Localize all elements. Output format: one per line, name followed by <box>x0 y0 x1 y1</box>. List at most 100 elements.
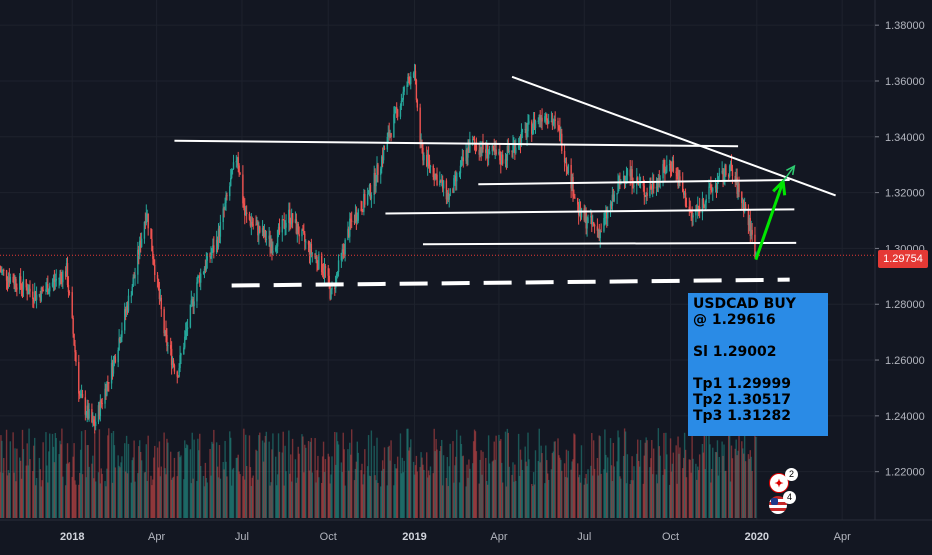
candle-body <box>203 268 206 273</box>
volume-bar <box>16 448 18 518</box>
candle-body <box>224 202 226 210</box>
volume-bar <box>492 460 495 518</box>
candle-body <box>493 148 495 153</box>
candle-body <box>215 239 218 253</box>
candle-body <box>204 268 207 270</box>
candle-body <box>33 298 35 302</box>
candle-body <box>724 165 726 178</box>
candle-body <box>5 270 8 281</box>
candle-body <box>250 221 253 226</box>
volume-bar <box>334 431 336 518</box>
candle-body <box>368 185 371 191</box>
volume-bar <box>314 438 316 518</box>
event-count-badge: 4 <box>783 491 796 504</box>
canada-flag-icon[interactable]: ✦ <box>769 473 789 493</box>
volume-bar <box>633 466 635 518</box>
candle-body <box>744 204 747 210</box>
volume-bar <box>196 480 198 518</box>
volume-bar <box>466 464 468 518</box>
volume-bar <box>638 466 641 518</box>
projection-arrow-shaft <box>782 165 795 182</box>
candle-body <box>212 245 214 252</box>
candle-body <box>468 146 470 153</box>
candle-body <box>67 285 70 292</box>
volume-bar <box>382 468 385 518</box>
candle-body <box>25 279 27 288</box>
volume-bar <box>199 465 202 518</box>
candle-body <box>498 151 500 155</box>
volume-bar <box>113 445 116 518</box>
candle-body <box>611 194 614 206</box>
volume-bar <box>376 437 378 518</box>
candle-body <box>298 234 300 237</box>
volume-bar <box>689 459 691 518</box>
volume-bar <box>236 457 238 518</box>
volume-bar <box>362 484 364 518</box>
drawings[interactable] <box>0 75 875 288</box>
candle-body <box>3 269 5 271</box>
volume-bar <box>130 482 132 518</box>
candle-body <box>545 113 547 117</box>
candle-body <box>399 105 402 117</box>
volume-bar <box>93 478 95 518</box>
candle-body <box>426 154 428 167</box>
candle-body <box>540 117 542 121</box>
candle-body <box>441 179 443 182</box>
candle-body <box>62 271 64 283</box>
volume-bar <box>164 468 166 518</box>
time-axis[interactable]: 2018 Apr Jul Oct 2019 Apr Jul Oct 2020 Apr <box>0 519 932 543</box>
volume-bar <box>666 454 668 518</box>
price-axis[interactable]: 1.380001.360001.340001.320001.300001.280… <box>874 0 925 520</box>
volume-bar <box>204 462 207 518</box>
candle-body <box>291 213 294 223</box>
volume-bar <box>348 470 350 518</box>
volume-bar <box>688 459 691 518</box>
volume-bar <box>308 470 311 518</box>
volume-bar <box>677 436 679 518</box>
candle-body <box>486 144 488 153</box>
volume-bar <box>73 443 75 518</box>
volume-bar <box>283 485 285 518</box>
volume-bar <box>295 482 298 518</box>
us-flag-icon[interactable] <box>769 496 787 514</box>
candle-body <box>701 198 704 214</box>
volume-bar <box>499 440 501 518</box>
volume-bar <box>158 441 161 518</box>
volume-bar <box>178 451 180 518</box>
candle-body <box>179 355 181 369</box>
volume-bar <box>277 433 280 518</box>
volume-bar <box>515 480 517 518</box>
volume-bar <box>66 443 69 518</box>
candle-body <box>289 209 291 224</box>
candle-body <box>441 179 444 189</box>
volume-bar <box>747 454 750 518</box>
volume-bar <box>584 478 586 518</box>
volume-bar <box>356 441 359 518</box>
candle-body <box>626 169 629 176</box>
volume-bar <box>415 455 418 518</box>
volume-bar <box>179 457 181 518</box>
volume-bar <box>105 486 107 518</box>
volume-bar <box>539 462 541 518</box>
candle-body <box>705 199 707 203</box>
candle-body <box>410 76 412 84</box>
volume-bar <box>527 432 529 518</box>
volume-bar <box>310 437 313 518</box>
candle-body <box>695 210 697 216</box>
volume-bar <box>62 476 64 518</box>
trade-signal-box[interactable]: USDCAD BUY @ 1.29616 Sl 1.29002 Tp1 1.29… <box>688 293 828 436</box>
candle-body <box>445 180 448 200</box>
candle-body <box>691 211 693 218</box>
volume-bar <box>203 486 206 518</box>
candle-body <box>301 229 303 237</box>
candle-body <box>185 328 188 331</box>
candle-body <box>163 309 165 334</box>
volume-bar <box>714 451 717 518</box>
volume-bar <box>728 431 731 518</box>
candle-body <box>679 176 681 182</box>
volume-bar <box>29 459 31 518</box>
candle-body <box>459 165 462 174</box>
candle-body <box>52 279 55 283</box>
